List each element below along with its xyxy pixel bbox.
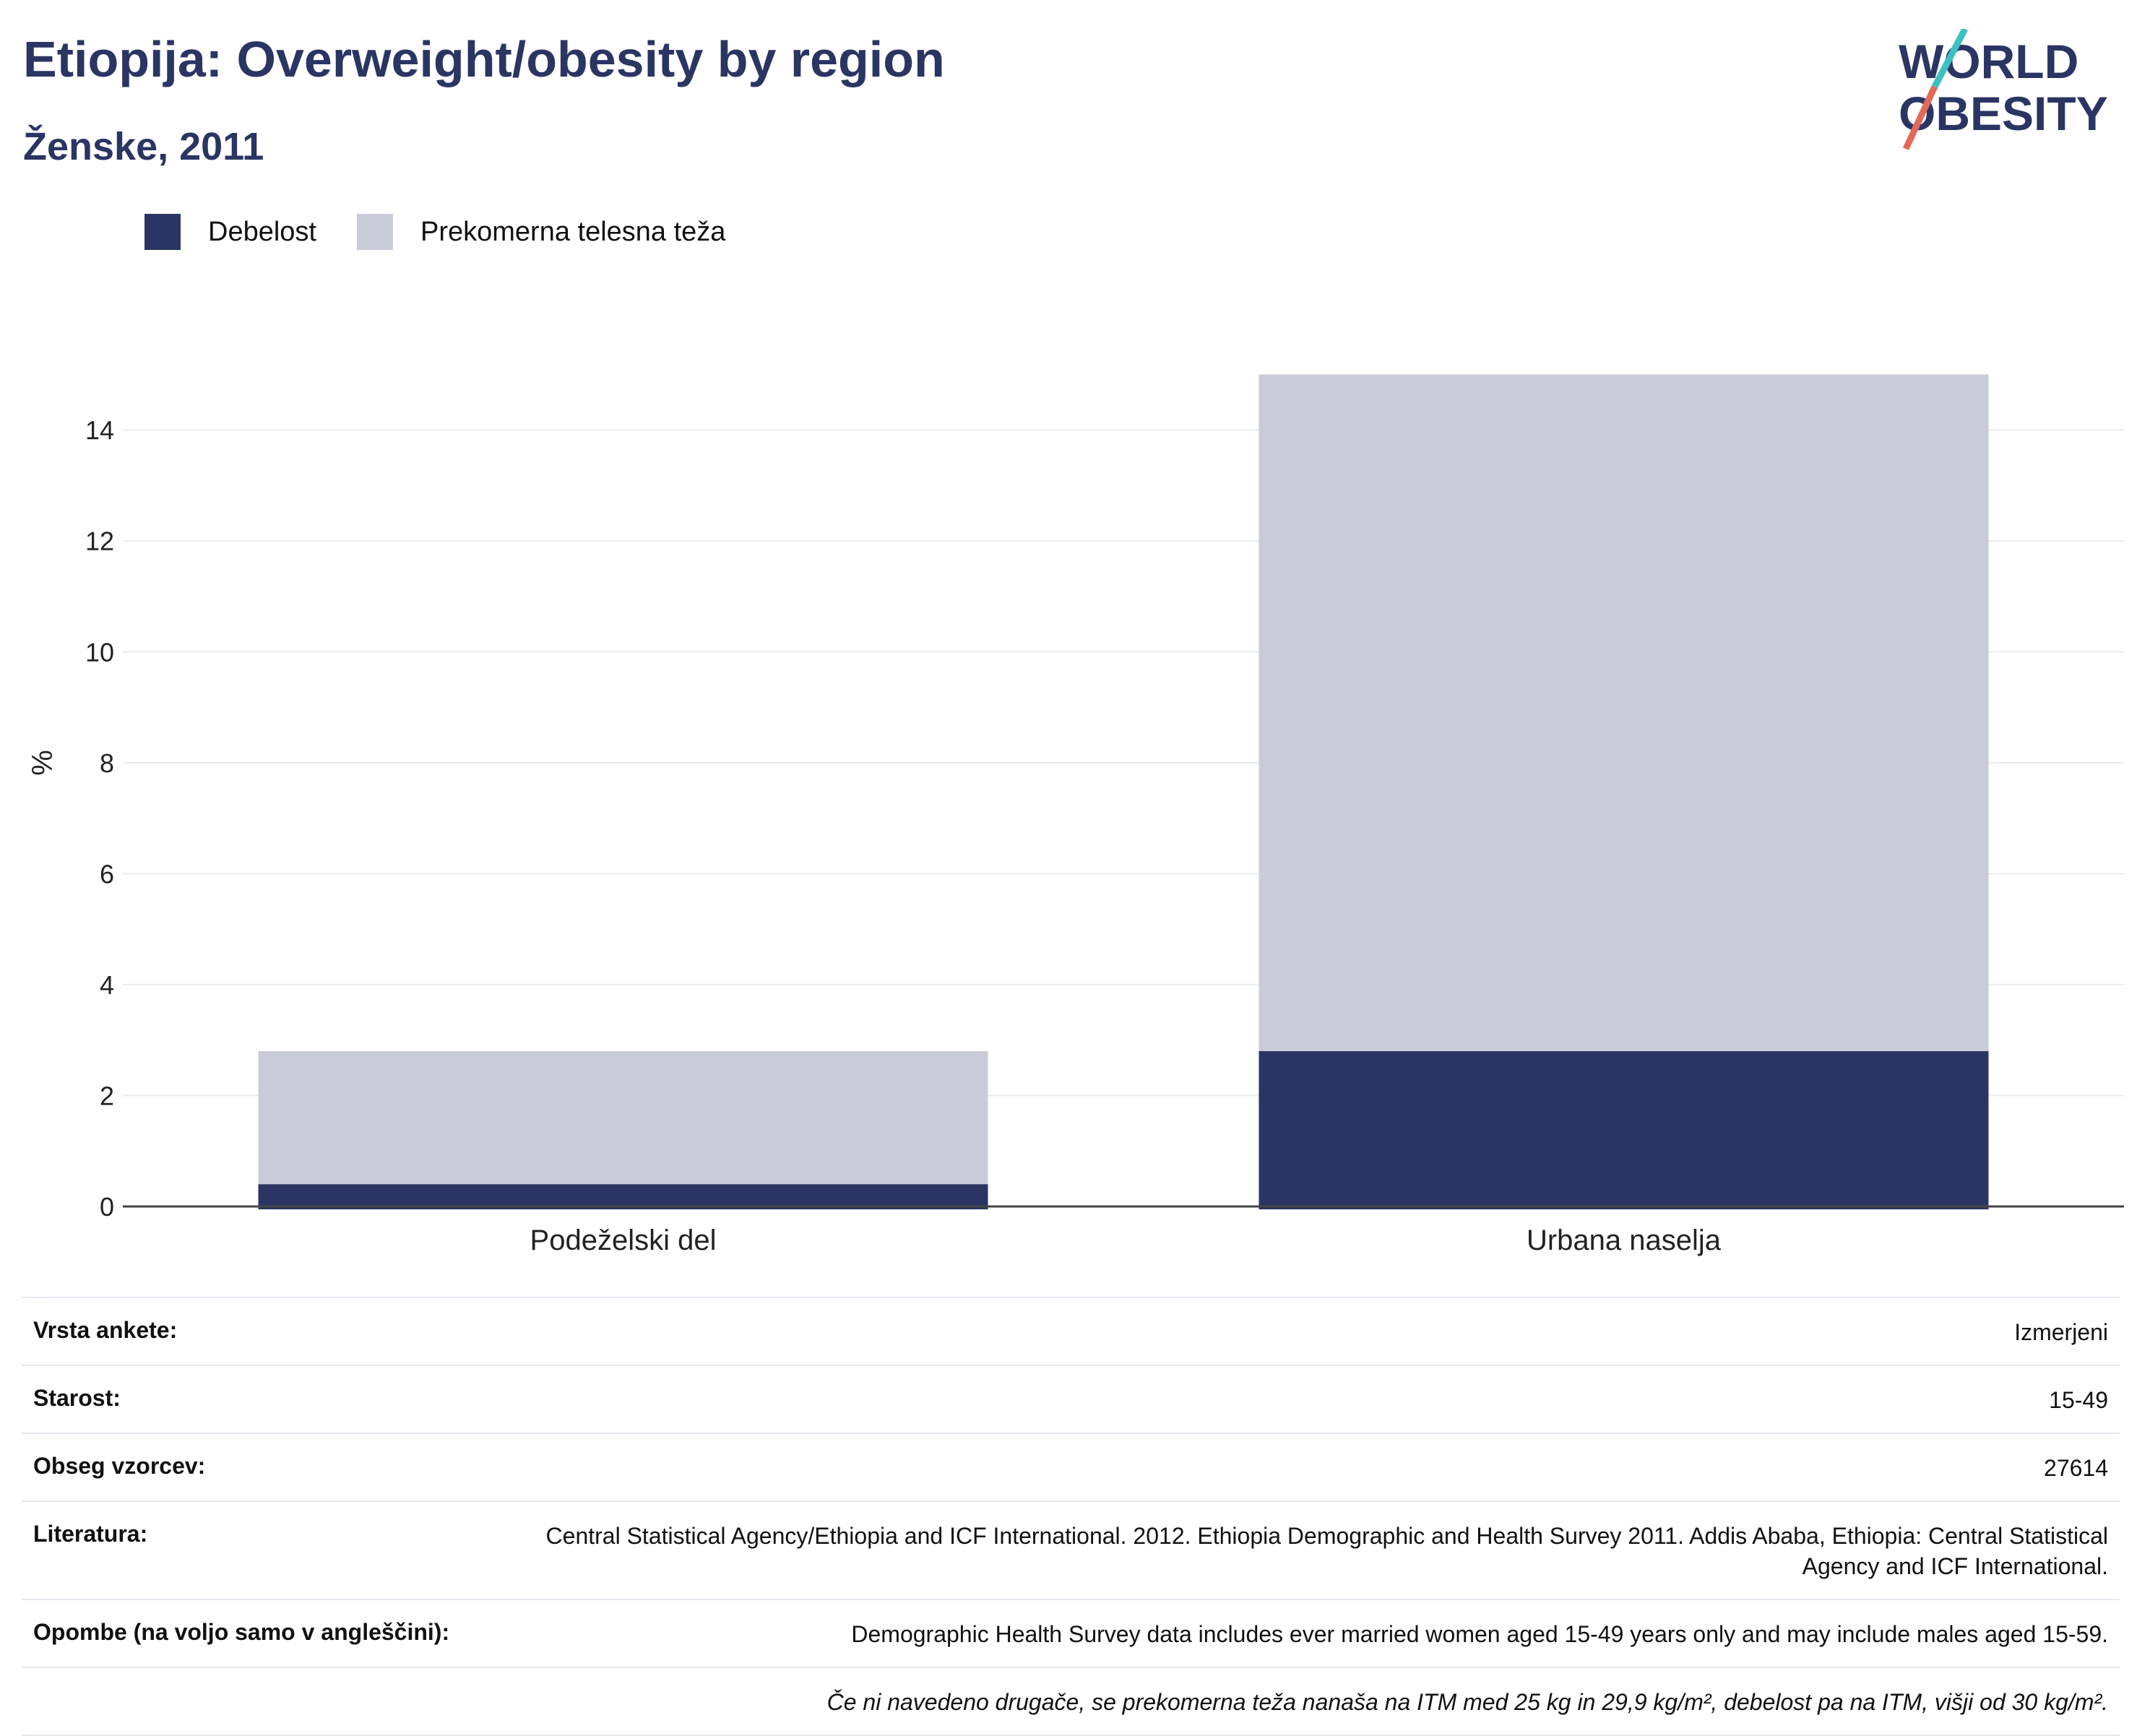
meta-key: Starost: <box>33 1385 121 1411</box>
y-tick-label: 6 <box>100 859 114 889</box>
meta-row-sample-size: Obseg vzorcev: 27614 <box>22 1433 2120 1500</box>
bmi-footnote: Če ni navedeno drugače, se prekomerna te… <box>826 1689 2108 1715</box>
meta-row-footnote: Če ni navedeno drugače, se prekomerna te… <box>22 1667 2120 1736</box>
y-tick-label: 10 <box>85 637 114 667</box>
x-tick-label: Urbana naselja <box>1527 1225 1722 1256</box>
meta-value: 15-49 <box>2049 1387 2108 1413</box>
y-tick-label: 0 <box>100 1192 114 1222</box>
meta-key: Literatura: <box>33 1521 148 1547</box>
x-tick-label: Podeželski del <box>530 1225 717 1256</box>
legend-swatch-overweight <box>356 214 393 250</box>
survey-metadata-table: Vrsta ankete: Izmerjeni Starost: 15-49 O… <box>22 1297 2120 1736</box>
meta-row-survey-type: Vrsta ankete: Izmerjeni <box>22 1297 2120 1365</box>
meta-row-age: Starost: 15-49 <box>22 1365 2120 1433</box>
bar-obesity <box>258 1184 988 1209</box>
bar-chart: 0 2 4 6 8 10 12 14% Podeželski del Urbana naselja <box>27 374 2124 1256</box>
meta-row-notes: Opombe (na voljo samo v angleščini): Dem… <box>22 1599 2120 1667</box>
meta-value: 27614 <box>2044 1455 2108 1481</box>
bar-overweight <box>258 1051 988 1209</box>
meta-key: Opombe (na voljo samo v angleščini): <box>33 1619 450 1645</box>
page-subtitle: Ženske, 2011 <box>23 125 264 168</box>
y-tick-label: 12 <box>85 527 114 556</box>
meta-value: Demographic Health Survey data includes … <box>851 1621 2108 1647</box>
meta-row-reference: Literatura: Central Statistical Agency/E… <box>22 1500 2120 1599</box>
meta-key: Obseg vzorcev: <box>33 1453 206 1479</box>
y-tick-label: 8 <box>100 748 114 778</box>
meta-value: Central Statistical Agency/Ethiopia and … <box>545 1523 2108 1579</box>
meta-key: Vrsta ankete: <box>33 1317 178 1343</box>
y-tick-label: 2 <box>100 1081 114 1110</box>
legend-swatch-obesity <box>144 214 181 250</box>
world-obesity-logo: WORLD OBESITY <box>1899 29 2108 150</box>
y-tick-label: 4 <box>100 970 114 1000</box>
legend-label-overweight: Prekomerna telesna teža <box>420 216 726 247</box>
page-title: Etiopija: Overweight/obesity by region <box>23 31 945 87</box>
y-axis-label: % <box>27 750 59 776</box>
legend-label-obesity: Debelost <box>208 216 316 247</box>
y-tick-label: 14 <box>85 415 114 445</box>
meta-value: Izmerjeni <box>2014 1319 2108 1345</box>
bar-obesity <box>1259 1051 1989 1209</box>
svg-text:WORLD: WORLD <box>1899 35 2078 88</box>
chart-legend: Debelost Prekomerna telesna teža <box>144 214 766 250</box>
